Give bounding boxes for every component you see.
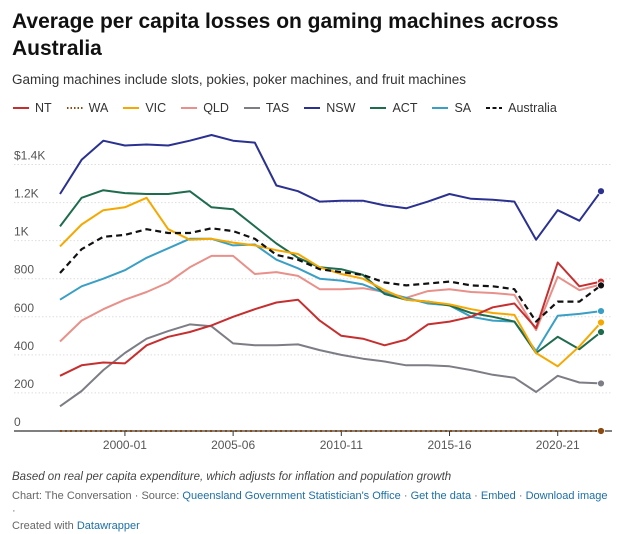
datawrapper-link[interactable]: Datawrapper [76,520,140,532]
legend-item-australia: Australia [485,101,557,115]
legend-item-sa: SA [431,101,471,115]
x-tick-label: 2010-11 [320,438,363,450]
credit-separator: · [518,490,523,502]
end-point-act [597,328,605,336]
credits: Chart: The Conversation · Source: Queens… [12,489,612,534]
end-point-tas [597,379,605,388]
legend-swatch [370,107,387,109]
footnote: Based on real per capita expenditure, wh… [12,471,452,483]
legend-swatch [304,107,321,109]
end-point-vic [597,318,605,327]
legend-item-nt: NT [12,101,52,115]
chart-subtitle: Gaming machines include slots, pokies, p… [12,72,466,87]
credit-chart-by: Chart: The Conversation [12,490,132,502]
legend-label: TAS [265,101,290,115]
series-line-nt [59,261,602,377]
legend-label: NT [35,101,52,115]
y-tick-label: 1.2K [14,187,39,201]
y-tick-label: 400 [14,339,34,353]
legend-swatch [432,107,449,109]
legend-swatch [243,107,260,109]
legend: NT WA VIC QLD TAS NSW ACT SA Australia [12,101,571,115]
series-line-tas [59,323,602,408]
y-tick-label: 0 [14,415,21,429]
legend-swatch [123,107,140,109]
y-tick-label: 200 [14,377,34,391]
source-link[interactable]: Queensland Government Statistician's Off… [182,490,401,502]
x-tick-label: 2000-01 [103,438,147,450]
credit-separator: · [134,490,139,502]
download-image-link[interactable]: Download image [525,490,608,502]
legend-label: QLD [203,101,229,115]
series-line-australia [59,227,602,323]
get-data-link[interactable]: Get the data [410,490,472,502]
y-axis: 0 200 400 600 800 1K 1.2K $1.4K [14,149,45,429]
x-tick-label: 2015-16 [427,438,471,450]
legend-swatch [181,107,198,109]
y-tick-label: 1K [14,225,29,239]
credit-created-prefix: Created with [12,520,74,532]
credit-separator: · [403,490,408,502]
end-point-sa [597,307,605,315]
legend-item-nsw: NSW [303,101,355,115]
series-line-act [59,189,602,354]
gridlines [14,164,612,432]
x-axis: 2000-01 2005-06 2010-11 2015-16 2020-21 [103,431,580,450]
end-points [597,187,605,435]
legend-swatch [13,107,29,109]
credit-separator: · [12,505,16,517]
y-tick-label: 800 [14,263,34,277]
series-line-vic [59,196,602,368]
legend-label: NSW [326,101,356,115]
legend-item-vic: VIC [122,101,166,115]
series-lines [59,134,602,432]
series-line-qld [59,254,602,343]
credit-separator: · [474,490,478,502]
y-tick-label: $1.4K [14,149,45,163]
end-point-nsw [597,187,605,196]
embed-link[interactable]: Embed [480,490,516,502]
y-tick-label: 600 [14,301,34,315]
x-tick-label: 2020-21 [536,438,580,450]
legend-item-wa: WA [66,101,109,115]
legend-label: ACT [392,101,418,115]
series-line-nsw [59,134,602,241]
chart-title: Average per capita losses on gaming mach… [12,10,559,60]
legend-item-act: ACT [369,101,417,115]
end-point-wa [597,427,605,435]
legend-swatch [66,107,83,109]
legend-label: VIC [145,101,167,115]
legend-label: SA [454,101,472,115]
end-point-australia [597,281,605,290]
legend-item-qld: QLD [180,101,229,115]
legend-swatch [486,107,503,109]
legend-label: WA [88,101,109,115]
legend-item-tas: TAS [243,101,289,115]
credit-source-prefix: Source: [141,490,180,502]
x-tick-label: 2005-06 [211,438,255,450]
legend-label: Australia [508,101,557,115]
